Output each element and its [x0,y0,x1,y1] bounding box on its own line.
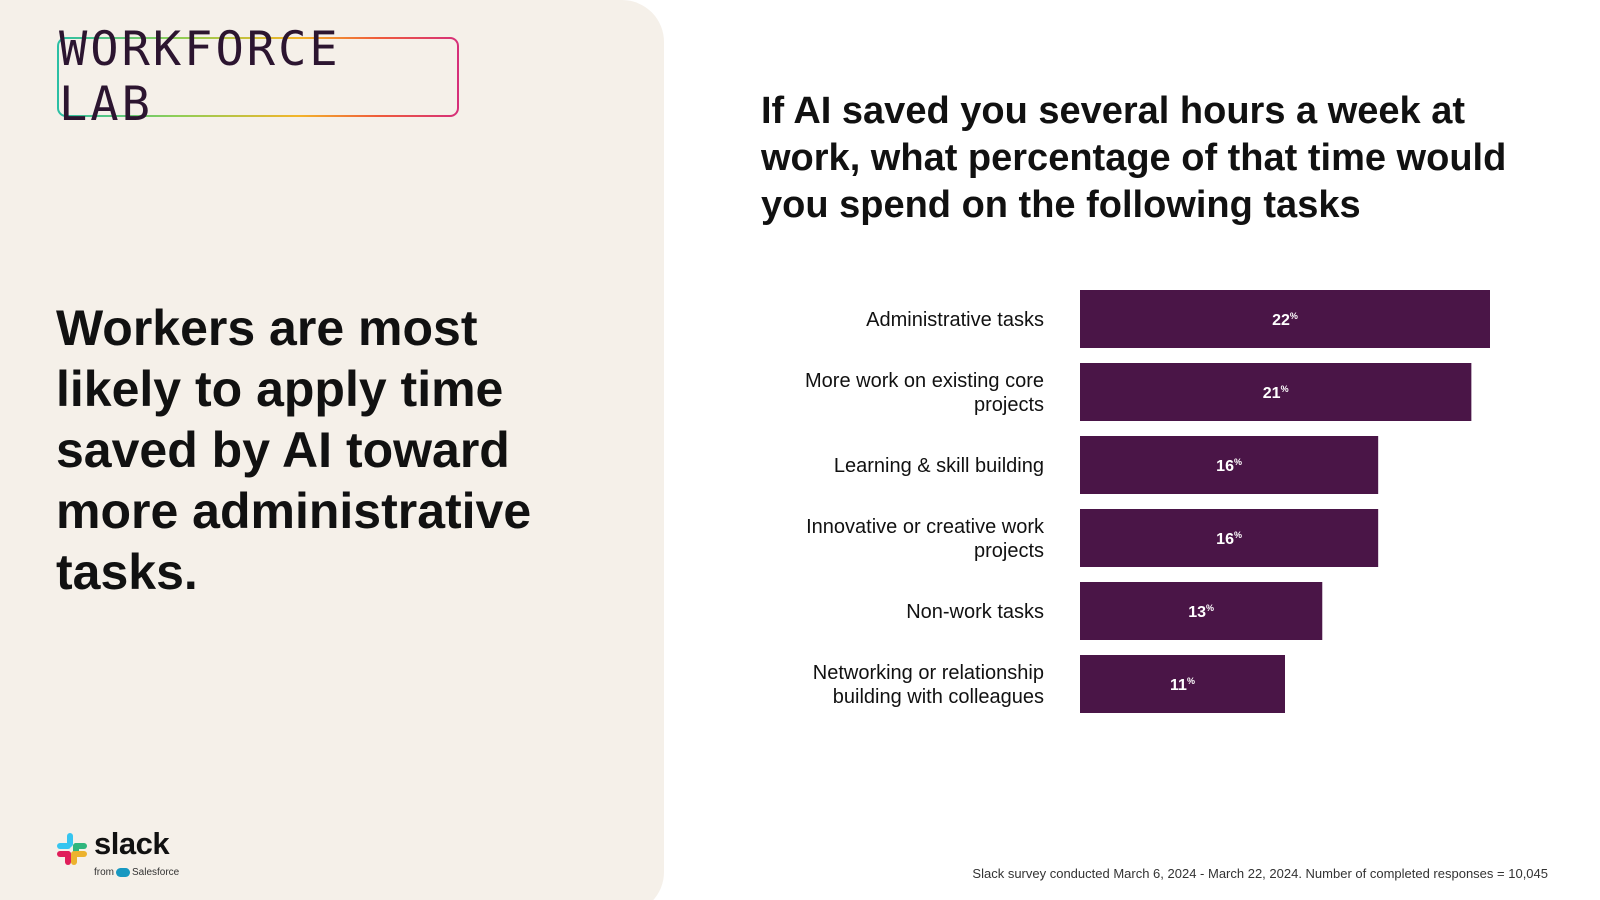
logo-text: WORKFORCE LAB [59,22,341,132]
category-label: Innovative or creative work projects [806,516,1045,562]
slack-brand: slack from Salesforce [56,826,196,882]
bar [1080,655,1285,713]
headline: Workers are most likely to apply time sa… [56,300,532,600]
slack-logo-icon [57,833,87,865]
bar [1080,363,1472,421]
workforce-lab-logo: WORKFORCE LAB [57,22,459,132]
category-label: Learning & skill building [834,455,1044,477]
category-label: Non-work tasks [906,601,1044,623]
bar-value-label: 16% [1216,457,1242,475]
from-text: from [94,867,114,878]
from-salesforce: from Salesforce [94,867,179,878]
category-label: Administrative tasks [866,309,1044,331]
chart-title: If AI saved you several hours a week at … [761,90,1507,226]
category-label: Networking or relationship building with … [813,662,1044,708]
category-label: More work on existing core projects [805,370,1044,416]
bar [1080,582,1323,640]
bar-value-label: 13% [1188,603,1214,621]
bar-value-label: 22% [1272,311,1298,329]
left-panel: WORKFORCE LAB Workers are most likely to… [0,0,664,900]
slack-wordmark: slack [94,826,170,861]
bar-chart-svg: Administrative tasks 22% More work on exis… [805,290,1490,713]
salesforce-cloud-icon [116,868,130,877]
bar-chart: Administrative tasks 22% More work on exis… [760,280,1560,720]
footnote: Slack survey conducted March 6, 2024 - M… [972,866,1548,881]
bar [1080,290,1490,348]
bar-value-label: 11% [1170,676,1195,694]
bar [1080,436,1379,494]
salesforce-text: Salesforce [132,867,180,878]
bar-value-label: 16% [1216,530,1242,548]
bar [1080,509,1379,567]
bar-value-label: 21% [1263,384,1289,402]
